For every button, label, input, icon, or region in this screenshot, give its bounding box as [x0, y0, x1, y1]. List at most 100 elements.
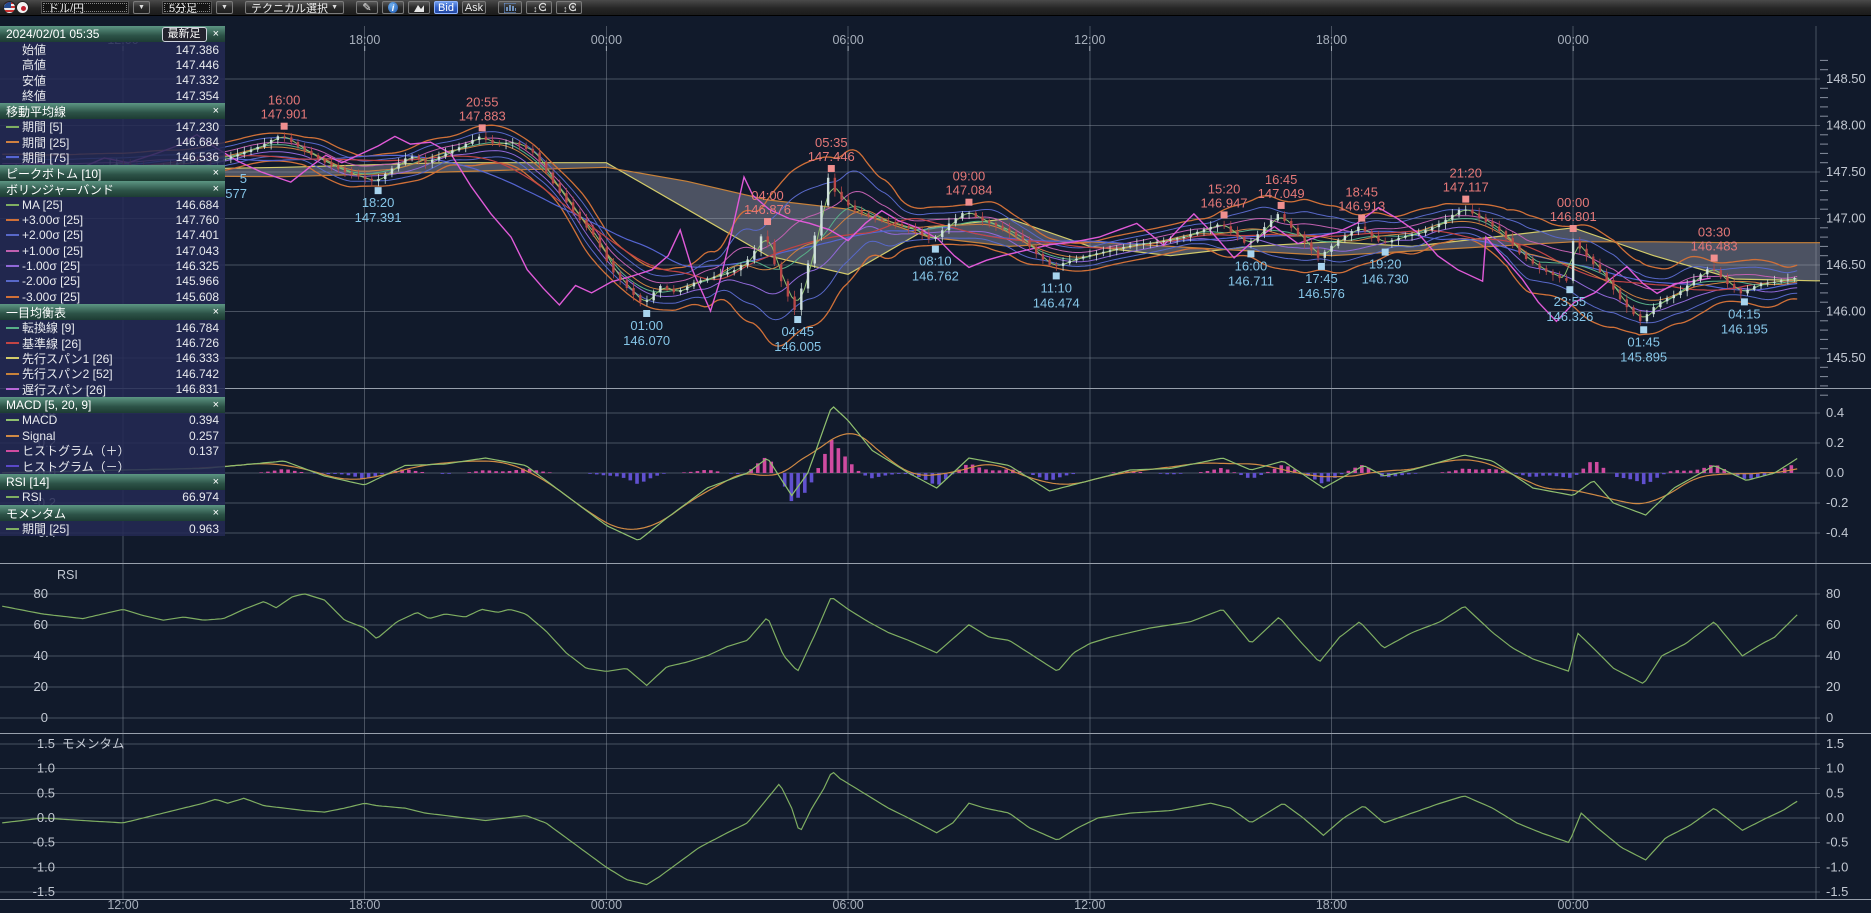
line-color-swatch	[6, 357, 22, 360]
peak-marker	[1358, 214, 1366, 222]
svg-text:147.50: 147.50	[1826, 164, 1866, 179]
indicator-label: 高値	[22, 58, 47, 73]
indicator-value: 146.726	[175, 336, 219, 351]
svg-text:40: 40	[34, 648, 48, 663]
indicator-value: 146.325	[175, 258, 219, 273]
gridlines	[0, 26, 1820, 900]
technical-select-button[interactable]: テクニカル選択 ▼	[245, 1, 344, 15]
bottom-marker	[643, 309, 651, 317]
chevron-down-icon: ▼	[138, 4, 145, 11]
chevron-down-icon: ▼	[331, 4, 338, 11]
line-color-swatch	[6, 326, 22, 329]
svg-text:11:10: 11:10	[1040, 280, 1072, 295]
ask-toggle[interactable]: Ask	[462, 1, 486, 14]
close-icon[interactable]: ×	[212, 28, 219, 40]
indicator-label: RSI	[22, 490, 43, 505]
close-icon[interactable]: ×	[212, 105, 219, 118]
timeframe-dropdown-button[interactable]: ▼	[216, 1, 233, 14]
peak-marker	[1277, 201, 1285, 209]
line-color-swatch	[6, 434, 22, 437]
chart-area[interactable]: 16:00 147.901 20:55 147.883 04:00 146.876 05:3…	[0, 16, 1871, 913]
tick-chart-button[interactable]	[498, 1, 522, 14]
close-icon[interactable]: ×	[212, 475, 219, 488]
svg-text:146.483: 146.483	[1691, 239, 1738, 254]
timeframe-field[interactable]: 5分足	[162, 1, 212, 15]
section-title: ボリンジャーバンド	[6, 182, 114, 197]
svg-text:147.446: 147.446	[808, 149, 855, 164]
line-color-swatch	[6, 125, 22, 128]
indicator-label: MA [25]	[22, 197, 63, 212]
svg-text:146.876: 146.876	[744, 202, 791, 217]
svg-text:04:00: 04:00	[751, 188, 784, 203]
indicator-value: 147.230	[175, 119, 219, 134]
svg-text:0: 0	[41, 710, 48, 725]
close-icon[interactable]: ×	[212, 167, 219, 180]
svg-text:12:00: 12:00	[1074, 33, 1105, 47]
indicator-label: +3.00σ [25]	[22, 213, 84, 228]
draw-tool-button[interactable]: ✎	[356, 1, 378, 14]
pane-dividers	[0, 387, 1871, 901]
section-title: 移動平均線	[6, 104, 67, 119]
currency-pair-dropdown-button[interactable]: ▼	[133, 1, 150, 14]
peak-marker	[478, 124, 486, 132]
panel-row: +2.00σ [25] 147.401	[0, 227, 225, 243]
section-title: 2024/02/01 05:35	[6, 27, 100, 41]
panel-row: 期間 [5] 147.230	[0, 119, 225, 135]
us-flag-icon	[3, 1, 16, 14]
panel-section-header: RSI [14] ×	[0, 473, 225, 490]
bottom-marker	[1381, 248, 1389, 256]
section-title: 一目均衡表	[6, 305, 67, 320]
panel-row: 期間 [25] 0.963	[0, 521, 225, 537]
indicator-label: 遅行スパン [26]	[22, 382, 106, 397]
currency-pair-field[interactable]: ドル/円	[41, 1, 129, 15]
svg-text:60: 60	[1826, 617, 1840, 632]
svg-text:146.005: 146.005	[774, 339, 821, 354]
close-icon[interactable]: ×	[212, 398, 219, 411]
main-pane-layer	[0, 124, 1820, 347]
indicator-label: MACD	[22, 413, 58, 428]
svg-text:00:00: 00:00	[1558, 898, 1589, 912]
line-color-swatch	[6, 141, 22, 144]
currency-pair-label: ドル/円	[48, 2, 85, 15]
zoom-in-button[interactable]: ↕	[556, 1, 582, 14]
svg-text:18:00: 18:00	[349, 33, 380, 47]
close-icon[interactable]: ×	[212, 183, 219, 196]
latest-candle-button[interactable]: 最新足	[161, 26, 207, 42]
svg-text:04:45: 04:45	[781, 324, 814, 339]
indicator-value: 147.043	[175, 243, 219, 258]
panel-row: -2.00σ [25] 145.966	[0, 273, 225, 289]
svg-text:03:30: 03:30	[1698, 225, 1731, 240]
zoom-out-button[interactable]: ↕	[526, 1, 552, 14]
panel-section-header: MACD [5, 20, 9] ×	[0, 396, 225, 413]
close-icon[interactable]: ×	[212, 306, 219, 319]
svg-text:0: 0	[1826, 710, 1833, 725]
indicator-value: 147.760	[175, 213, 219, 228]
svg-text:16:00: 16:00	[1235, 258, 1268, 273]
info-button[interactable]: i	[382, 1, 404, 14]
indicator-value: 146.333	[175, 351, 219, 366]
svg-text:00:00: 00:00	[591, 33, 622, 47]
panel-row: -1.00σ [25] 146.325	[0, 258, 225, 274]
line-color-swatch	[6, 203, 22, 206]
close-icon[interactable]: ×	[212, 507, 219, 520]
zoom-out-icon: ↕	[533, 2, 546, 14]
panel-row: MACD 0.394	[0, 412, 225, 428]
tick-chart-icon	[504, 2, 516, 13]
indicator-label: ヒストグラム（－）	[22, 459, 130, 474]
svg-text:148.50: 148.50	[1826, 71, 1866, 86]
bottom-marker	[1052, 272, 1060, 280]
panel-row: MA [25] 146.684	[0, 197, 225, 213]
line-color-swatch	[6, 295, 22, 298]
bid-toggle[interactable]: Bid	[434, 1, 458, 14]
svg-text:146.730: 146.730	[1362, 272, 1409, 287]
indicator-value: 145.966	[175, 274, 219, 289]
line-color-swatch	[6, 249, 22, 252]
indicator-label: 安値	[22, 73, 47, 88]
svg-text:01:45: 01:45	[1627, 334, 1660, 349]
panel-row: ヒストグラム（－）	[0, 458, 225, 474]
indicator-label: +2.00σ [25]	[22, 228, 84, 243]
chart-style-button[interactable]	[408, 1, 430, 14]
svg-text:1.5: 1.5	[1826, 736, 1844, 751]
svg-text:20:55: 20:55	[466, 94, 499, 109]
